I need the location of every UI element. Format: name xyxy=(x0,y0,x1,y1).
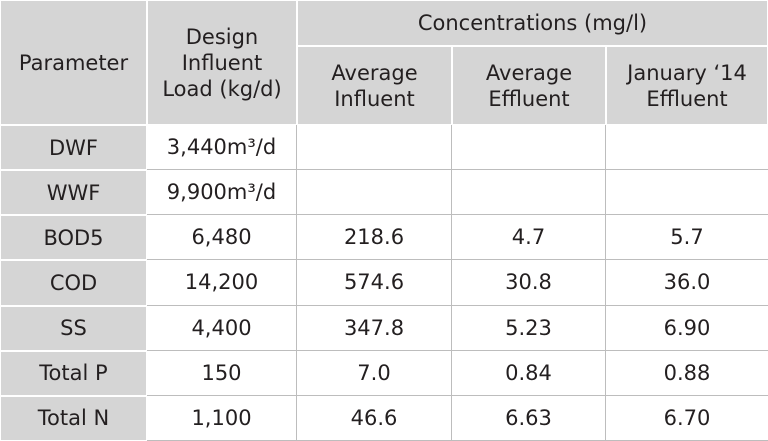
data-cell xyxy=(606,170,768,216)
header-column: Average Effluent xyxy=(452,46,606,125)
cell-text: 1,100 xyxy=(191,405,252,430)
cell-text: 30.8 xyxy=(505,270,552,295)
cell-text: 6.90 xyxy=(663,315,711,340)
cell-text: 574.6 xyxy=(343,270,405,295)
data-cell xyxy=(452,125,606,171)
cell-text: 6.63 xyxy=(505,405,552,430)
header-column: January ‘14 Effluent xyxy=(606,46,768,125)
row-label: WWF xyxy=(0,170,147,216)
data-cell: 0.88 xyxy=(606,350,768,396)
cell-text: 218.6 xyxy=(343,225,405,250)
data-cell: 7.0 xyxy=(297,350,452,396)
row-label: DWF xyxy=(0,125,147,171)
data-cell: 46.6 xyxy=(297,395,452,441)
cell-text: 3,440m³/d xyxy=(166,135,277,160)
cell-text: 6,480 xyxy=(191,225,252,250)
data-cell xyxy=(297,125,452,171)
data-cell: 5.23 xyxy=(452,305,606,351)
header-concentrations: Concentrations (mg/l) xyxy=(297,0,768,46)
cell-text: 0.84 xyxy=(505,360,552,385)
cell-text: Average xyxy=(331,60,418,85)
data-cell: 6.70 xyxy=(606,395,768,441)
row-label: BOD5 xyxy=(0,215,147,261)
cell-text: Concentrations (mg/l) xyxy=(417,11,648,35)
data-cell: 4,400 xyxy=(147,305,297,351)
data-cell: 150 xyxy=(147,350,297,396)
cell-text: Total P xyxy=(39,361,108,386)
data-cell: 347.8 xyxy=(297,305,452,351)
row-label: Total P xyxy=(0,350,147,396)
data-cell xyxy=(606,125,768,171)
cell-text: 46.6 xyxy=(350,405,398,430)
cell-text: DWF xyxy=(48,135,98,160)
cell-text: WWF xyxy=(46,180,101,205)
cell-text: 347.8 xyxy=(343,315,405,340)
data-cell: 6.90 xyxy=(606,305,768,351)
row-label: Total N xyxy=(0,395,147,441)
data-cell: 3,440m³/d xyxy=(147,125,297,171)
cell-text: 4,400 xyxy=(191,315,252,340)
data-cell: 0.84 xyxy=(452,350,606,396)
cell-text: Total N xyxy=(37,406,110,431)
data-cell: 14,200 xyxy=(147,260,297,306)
data-cell: 218.6 xyxy=(297,215,452,261)
header-column: Average Influent xyxy=(297,46,452,125)
data-cell: 36.0 xyxy=(606,260,768,306)
row-label: SS xyxy=(0,305,147,351)
cell-text: Effluent xyxy=(488,86,570,111)
cell-text: 5.7 xyxy=(670,225,704,250)
cell-text: 7.0 xyxy=(357,360,391,385)
cell-text: Influent xyxy=(334,86,415,111)
data-cell: 1,100 xyxy=(147,395,297,441)
cell-text: COD xyxy=(49,270,98,295)
row-label: COD xyxy=(0,260,147,306)
data-cell xyxy=(452,170,606,216)
data-cell xyxy=(297,170,452,216)
header-parameter: Parameter xyxy=(0,0,147,125)
cell-text: 36.0 xyxy=(663,270,711,295)
cell-text: 0.88 xyxy=(663,360,711,385)
cell-text: Load (kg/d) xyxy=(162,76,282,101)
data-cell: 574.6 xyxy=(297,260,452,306)
data-cell: 30.8 xyxy=(452,260,606,306)
cell-text: January ‘14 xyxy=(627,60,747,85)
data-cell: 4.7 xyxy=(452,215,606,261)
cell-text: Parameter xyxy=(18,50,129,75)
cell-text: 9,900m³/d xyxy=(166,180,277,205)
cell-text: Influent xyxy=(181,50,263,75)
data-cell: 9,900m³/d xyxy=(147,170,297,216)
cell-text: 14,200 xyxy=(184,270,259,295)
data-cell: 6,480 xyxy=(147,215,297,261)
cell-text: SS xyxy=(60,316,87,341)
cell-text: Average xyxy=(485,60,573,85)
cell-text: Design xyxy=(185,24,259,49)
cell-text: BOD5 xyxy=(43,225,104,250)
data-cell: 5.7 xyxy=(606,215,768,261)
cell-text: 4.7 xyxy=(511,225,546,250)
cell-text: Effluent xyxy=(646,86,728,111)
cell-text: 6.70 xyxy=(663,405,711,430)
cell-text: 150 xyxy=(201,360,242,385)
cell-text: 5.23 xyxy=(505,315,552,340)
data-cell: 6.63 xyxy=(452,395,606,441)
header-design-load: Design Influent Load (kg/d) xyxy=(147,0,297,125)
